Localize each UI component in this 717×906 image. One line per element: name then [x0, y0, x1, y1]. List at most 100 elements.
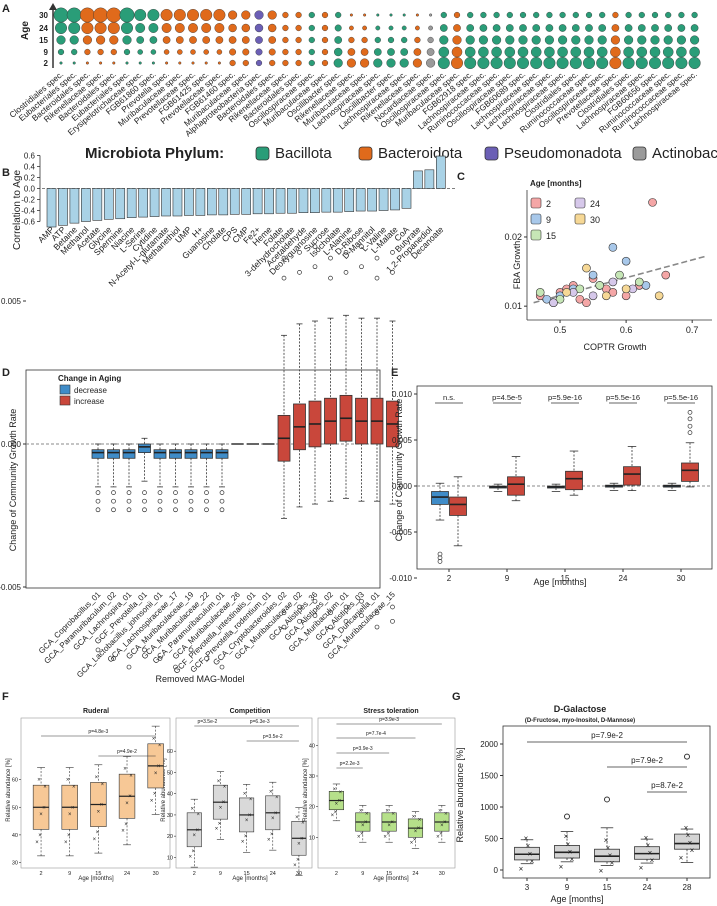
- panel-a-dot: [638, 11, 645, 19]
- panel-f-competition-point: ×: [296, 858, 300, 864]
- panel-f-ruderal-xtick-label: 15: [95, 871, 101, 877]
- panel-a-dot: [94, 22, 107, 35]
- panel-d-outlier: [219, 507, 225, 513]
- panel-e-pval: p=5.9e-16: [548, 393, 582, 402]
- panel-a-dot: [402, 13, 406, 17]
- panel-e-decrease-2-box: [431, 491, 449, 505]
- panel-f-competition-point: ×: [215, 827, 219, 833]
- panel-f-competition-xtick-label: 2: [193, 871, 196, 877]
- panel-a-age-15: 15: [39, 36, 48, 45]
- panel-f-competition-pval: p=3.5e-2: [263, 734, 283, 740]
- panel-a-dot: [308, 11, 315, 19]
- panel-d-xlabel: GCA_Coprobacillus_01: [37, 590, 103, 656]
- panel-d-outlier: [343, 270, 349, 275]
- panel-a-dot: [321, 48, 329, 56]
- panel-c-legend-label-15: 15: [546, 231, 556, 241]
- panel-a-dot: [213, 8, 226, 22]
- panel-d-outlier: [328, 624, 333, 630]
- panel-a-dot: [438, 46, 450, 58]
- panel-a-dot: [467, 11, 474, 19]
- panel-a-dot: [120, 22, 133, 35]
- panel-a-dot: [295, 11, 302, 19]
- panel-a-dot: [99, 61, 103, 65]
- panel-e-increase-9-box: [507, 476, 525, 496]
- panel-b-bar-Spermine: [115, 188, 126, 220]
- panel-a-dot: [136, 36, 145, 44]
- panel-a-dot: [678, 11, 685, 19]
- panel-a-dot: [650, 35, 660, 45]
- panel-g-point: ×: [604, 836, 609, 845]
- panel-g-point: ×: [684, 823, 689, 832]
- panel-a-dot: [204, 61, 208, 65]
- panel-a-dot: [308, 24, 315, 32]
- panel-a-dot: [56, 35, 66, 45]
- panel-c-legend-swatch-9: [530, 213, 542, 225]
- panel-a-dot: [150, 49, 157, 55]
- panel-d-outlier: [173, 498, 178, 504]
- panel-a-dot: [584, 35, 594, 45]
- panel-g-pval: p=8.7e-2: [651, 781, 683, 790]
- panel-a-dot: [334, 47, 343, 57]
- panel-e-ytick-label: 0.000: [392, 482, 413, 491]
- panel-a-dot: [543, 57, 556, 70]
- panel-a-dot: [399, 58, 409, 68]
- panel-e-xtick-label: 24: [619, 574, 628, 583]
- panel-d-legend-swatch-increase: [59, 395, 71, 406]
- panel-g-outlier: [564, 813, 570, 820]
- panel-b-label: B: [2, 167, 10, 179]
- panel-a-dot: [321, 59, 329, 67]
- panel-a-dot: [147, 8, 160, 22]
- panel-a-dot: [649, 57, 662, 70]
- panel-f-competition-point: ×: [189, 854, 193, 860]
- panel-c-point: [635, 277, 644, 287]
- panel-a-dot: [622, 57, 635, 70]
- panel-f-stress-ytick-label: 40: [309, 743, 315, 749]
- panel-d-outlier: [374, 624, 380, 630]
- panel-g-point: ×: [570, 855, 575, 864]
- panel-d-outlier: [374, 610, 380, 616]
- panel-f-stress-point: ×: [440, 823, 444, 829]
- panel-f-stress-xtick-label: 2: [335, 871, 338, 877]
- panel-f-competition-point: ×: [192, 849, 196, 855]
- panel-e-pval: n.s.: [443, 393, 455, 402]
- panel-f-competition-point: ×: [219, 805, 223, 811]
- panel-b-bar-Fe2+: [252, 188, 263, 215]
- panel-f-competition-point: ×: [271, 816, 275, 822]
- panel-a-dot: [558, 35, 568, 45]
- panel-d-outlier: [111, 507, 116, 513]
- panel-g-point: ×: [679, 854, 684, 863]
- panel-b-ytick-label: -0.4: [21, 207, 35, 216]
- panel-a-dot: [134, 8, 147, 22]
- panel-f-stress-point: ×: [333, 787, 337, 793]
- panel-a-dot: [530, 46, 542, 58]
- panel-e-outlier: [687, 410, 693, 415]
- panel-f-stress-pval: p=2.2e-3: [340, 761, 360, 767]
- panel-g-outlier: [604, 796, 610, 803]
- panel-a-dot: [119, 7, 135, 23]
- panel-b-ytick-label: -0.2: [21, 196, 35, 205]
- panel-f-competition-point: ×: [197, 812, 201, 818]
- panel-a-dot: [583, 46, 595, 58]
- panel-d-outlier: [142, 507, 147, 513]
- panel-a-dot: [625, 11, 632, 19]
- panel-a-dot: [295, 24, 302, 32]
- panel-d-legend-increase: increase: [74, 397, 105, 406]
- panel-g-point: ×: [564, 832, 569, 841]
- panel-a-dot: [373, 58, 383, 68]
- panel-f-ruderal-point: ×: [150, 798, 154, 804]
- panel-c-point: [601, 291, 611, 301]
- panel-b-bar-L-Valine: [378, 188, 389, 211]
- panel-f-competition-point: ×: [191, 807, 195, 813]
- panel-f-ruderal-point: ×: [128, 794, 132, 800]
- panel-g-point: ×: [650, 856, 655, 865]
- panel-a-dot: [308, 36, 315, 44]
- panel-e-ytick-label: -0.010: [389, 574, 412, 583]
- panel-f-ruderal-ylabel: Relative abundance [%]: [6, 758, 12, 822]
- panel-d-legend-swatch-decrease: [59, 384, 71, 395]
- panel-a-dot: [583, 57, 596, 70]
- panel-a-dot: [106, 7, 122, 23]
- panel-a-dot: [97, 48, 104, 56]
- panel-f-stress-point: ×: [413, 838, 417, 844]
